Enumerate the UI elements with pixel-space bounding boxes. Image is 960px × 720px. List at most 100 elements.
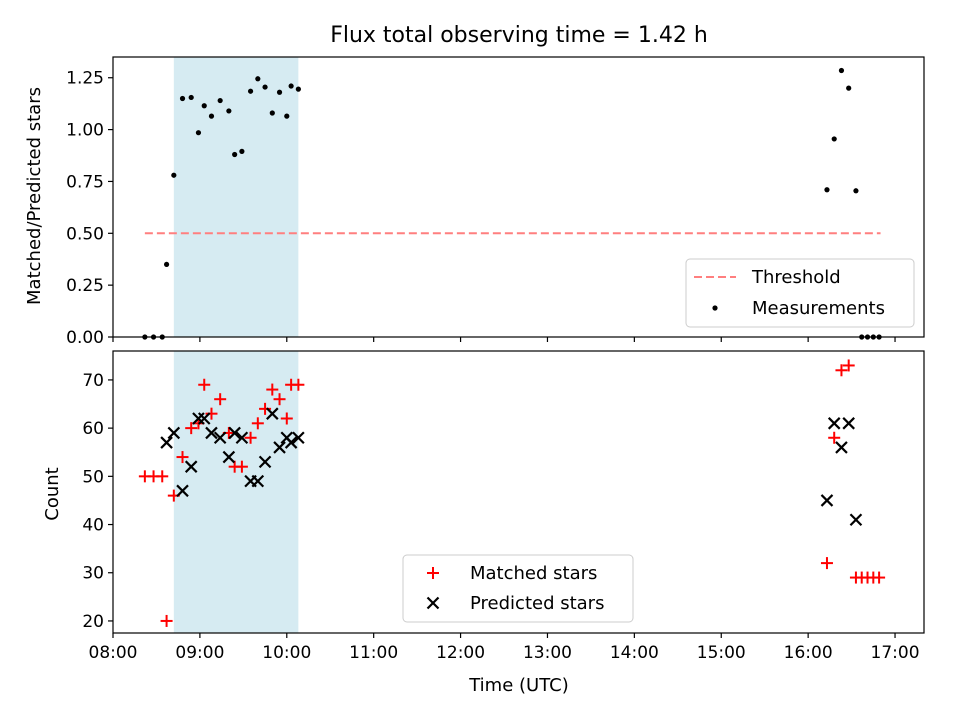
measurement-point [188,94,194,101]
predicted-stars-point [205,426,218,440]
matched-stars-point [259,402,272,415]
x-tick-label: 08:00 [89,643,138,663]
matched-stars-point [160,614,173,627]
measurement-point [831,136,837,142]
predicted-stars-point [167,426,181,440]
measurement-point [239,148,245,154]
matched-stars-point [185,422,198,435]
top-legend: Threshold Measurements [685,258,915,328]
x-tick-label: 10:00 [262,643,311,663]
x-tick-label: 11:00 [349,643,398,663]
predicted-marker-b [292,431,305,445]
x-tick-label: 15:00 [697,643,746,663]
measurement-point [195,130,202,136]
y-tick-label: 20 [82,612,104,632]
matched-stars-point [828,431,841,444]
predicted-marker-b [228,426,241,440]
predicted-stars-point [222,450,236,464]
measurement-point [846,85,852,91]
x-tick-label: 09:00 [175,643,224,663]
y-tick-label: 0.25 [66,276,104,296]
predicted-marker-b [827,417,841,430]
predicted-stars-point [258,455,272,469]
y-tick-label: 60 [82,419,104,439]
predicted-stars-point [292,431,305,445]
matched-stars-point [214,393,227,406]
matched-stars-point [244,431,257,444]
matched-stars-point [842,359,855,372]
predicted-stars-point [235,431,249,445]
y-tick-label: 30 [82,564,104,584]
matched-stars-point [835,364,848,377]
legend-matched-label: Matched stars [470,563,597,584]
predicted-stars-point [184,460,198,473]
y-tick-label: 0.75 [66,172,104,192]
bottom-legend: Matched stars Predicted stars [402,554,634,623]
predicted-stars-point [284,436,298,449]
predicted-stars-point [827,417,841,430]
measurement-point [288,83,294,89]
predicted-marker-b [197,412,211,425]
y-tick-label: 70 [82,371,104,391]
predicted-stars-point [849,513,863,526]
measurement-point [179,95,186,102]
predicted-stars-point [842,417,855,430]
measurement-point [269,110,275,116]
matched-stars-point [873,571,886,584]
y-tick-label: 1.00 [66,121,104,141]
predicted-stars-point [197,412,211,425]
predicted-marker-b [176,484,189,498]
predicted-stars-point [176,484,189,498]
matched-stars-point [251,417,264,430]
legend-predicted-swatch-b [426,596,440,610]
matched-stars-point [280,412,293,425]
legend-measurements-swatch [712,305,718,311]
top-y-axis-label: Matched/Predicted stars [24,87,45,305]
y-tick-label: 0.50 [66,224,104,244]
matched-stars-point [273,393,286,406]
axes-frame [112,350,925,634]
measurement-point [284,113,290,119]
y-tick-label: 50 [82,467,104,487]
x-tick-label: 17:00 [871,643,920,663]
y-tick-label: 1.25 [66,69,104,89]
predicted-stars-point [820,494,834,507]
predicted-marker-b [167,426,181,440]
matched-stars-point [292,378,305,391]
measurement-point [255,76,261,82]
measurement-point [208,113,215,119]
predicted-stars-point [213,431,227,445]
predicted-marker-b [205,426,218,440]
predicted-stars-point [273,441,286,454]
legend-measurements-label: Measurements [752,298,885,319]
predicted-stars-point [160,436,173,449]
observing-window-span [173,57,299,337]
measurement-point [853,188,859,194]
predicted-marker-b [222,450,236,464]
legend-box [402,554,634,623]
predicted-marker-b [849,513,863,526]
predicted-marker-b [235,431,249,445]
predicted-stars-point [228,426,241,440]
matched-stars-point [820,557,833,570]
matched-stars-point [235,460,248,473]
measurement-point [295,86,301,92]
predicted-stars-point [251,474,265,488]
top-plot-area: 0.00 0.25 0.50 0.75 1.00 1.25 Threshold Measure… [66,56,925,348]
x-tick-label: 16:00 [784,643,833,663]
bottom-plot-area: 20 30 40 50 60 70 08:00 09:00 10:00 11:00 12:00 13:… [82,350,925,663]
predicted-marker-b [842,417,855,430]
predicted-marker-b [184,460,198,473]
predicted-marker-b [266,407,279,420]
matched-stars-point [176,451,189,464]
legend-threshold-label: Threshold [751,267,841,288]
chart-title: Flux total observing time = 1.42 h [330,23,708,48]
x-axis-label: Time (UTC) [468,675,569,696]
legend-box [685,258,915,328]
measurement-point [838,67,845,74]
x-tick-label: 12:00 [436,643,485,663]
predicted-marker-b [213,431,227,445]
matched-stars-point [198,378,211,391]
measurement-point [247,88,254,94]
predicted-marker-b [835,441,848,454]
